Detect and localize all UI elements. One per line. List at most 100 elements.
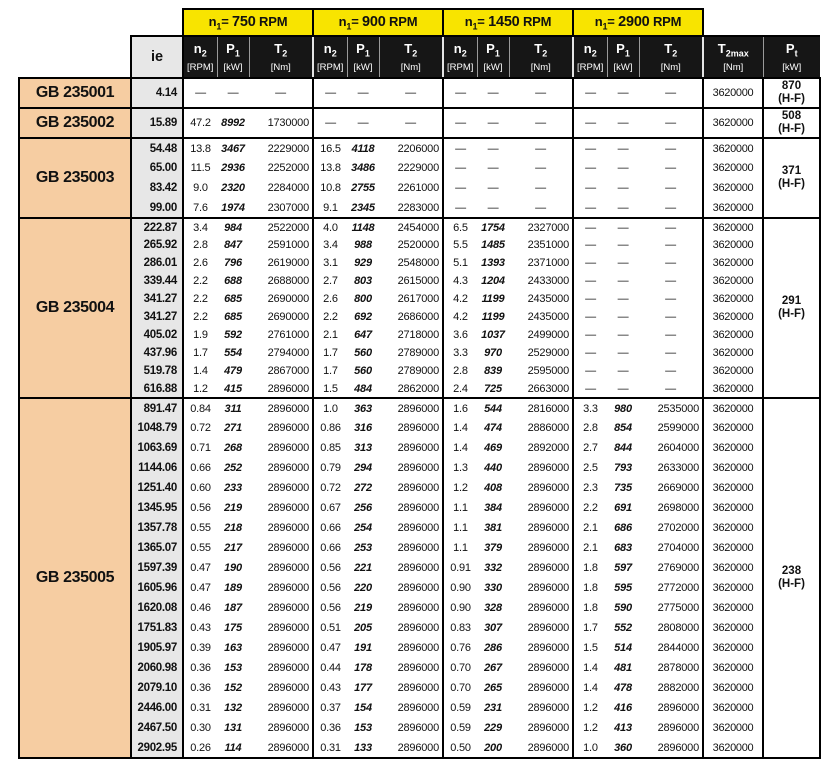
cell-t2: 2591000	[267, 239, 310, 251]
col-header-t2: T2 [Nm]	[248, 35, 313, 79]
cell-t2: 2690000	[267, 311, 310, 323]
cell-t2max: 3620000	[702, 178, 764, 198]
table-row: 405.02 1.9 592 2761000 2.1 647 2718000 3.6 1037 2…	[19, 326, 820, 344]
cell-n2: 3.4	[182, 217, 217, 236]
table-row: GB 235002 15.89 47.2 8992 1730000— — — — — — — — —36…	[18, 107, 821, 139]
cell-t2: 2761000	[267, 329, 310, 341]
cell-n2: 1.2	[572, 698, 607, 718]
cell-p1: 253	[354, 542, 372, 554]
cell-p1-empty: —	[617, 239, 629, 251]
cell-t2: 2896000	[397, 622, 440, 634]
cell-t2: 2896000	[527, 722, 570, 734]
cell-ie: 339.44	[131, 272, 184, 290]
cell-n2: 1.9	[182, 326, 217, 344]
cell-t2-empty: —	[379, 77, 443, 108]
cell-p1: 686	[614, 522, 632, 534]
cell-p1: 221	[354, 562, 372, 574]
cell-pt: 371 (H-F)	[763, 137, 821, 219]
table-row: 1345.95 0.56 219 2896000 0.67 256 2896000 1.1 38…	[19, 498, 820, 518]
cell-n2: 1.4	[442, 418, 477, 438]
rpm-group-header: n1= 750 RPM	[182, 8, 314, 37]
cell-t2: 2896000	[379, 397, 443, 418]
cell-t2: 2844000	[657, 642, 700, 654]
cell-n2: 4.2	[442, 290, 477, 308]
cell-n2: —	[572, 178, 607, 198]
cell-p1: 231	[484, 702, 502, 714]
cell-p1: 272	[354, 482, 372, 494]
cell-n2: 0.59	[442, 698, 477, 718]
cell-p1: 552	[614, 622, 632, 634]
model-label: GB 235003	[18, 137, 132, 219]
cell-p1: 3467	[217, 137, 249, 158]
cell-n2: 1.2	[182, 380, 217, 398]
table-row: 2467.50 0.30 131 2896000 0.36 153 2896000 0.59 2…	[19, 718, 820, 738]
cell-t2: 2454000	[379, 217, 443, 236]
cell-p1: 469	[484, 442, 502, 454]
cell-t2: 2619000	[267, 257, 310, 269]
cell-p1: 692	[354, 311, 372, 323]
cell-ie: 65.00	[131, 158, 184, 178]
cell-n2: 0.72	[312, 478, 347, 498]
cell-n2: 0.60	[182, 478, 217, 498]
cell-n2: 0.72	[182, 418, 217, 438]
cell-p1: 311	[217, 397, 249, 418]
cell-n2: 0.36	[182, 658, 217, 678]
cell-ie: 1251.40	[131, 478, 184, 498]
cell-p1-empty: —	[617, 329, 629, 341]
cell-t2max: 3620000	[702, 638, 764, 658]
cell-t2: 2307000	[267, 201, 310, 214]
cell-n2: 0.55	[182, 538, 217, 558]
cell-t2: 2896000	[509, 738, 573, 759]
cell-t2: 2896000	[397, 702, 440, 714]
cell-p1: 153	[354, 722, 372, 734]
cell-p1-empty: —	[607, 77, 639, 108]
cell-p1: 970	[484, 347, 502, 359]
cell-n2: 1.0	[312, 397, 347, 418]
cell-n2: 2.7	[312, 272, 347, 290]
cell-n2: 2.1	[572, 518, 607, 538]
table-row: 1620.08 0.46 187 2896000 0.56 219 2896000 0.90 3…	[19, 598, 820, 618]
cell-t2max: 3620000	[702, 498, 764, 518]
pt-value: 870	[781, 80, 802, 92]
rpm-group-header: n1= 900 RPM	[312, 8, 444, 37]
cell-t2-empty: —	[379, 107, 443, 138]
cell-n2: 0.84	[182, 397, 217, 418]
cell-p1: 1148	[347, 217, 379, 236]
cell-n2: 1.1	[442, 518, 477, 538]
cell-n2: —	[572, 380, 607, 398]
cell-n2: —	[572, 158, 607, 178]
cell-t2max: 3620000	[702, 698, 764, 718]
cell-ie: 1365.07	[131, 538, 184, 558]
cell-n2: 1.1	[442, 498, 477, 518]
cell-p1: 233	[224, 482, 242, 494]
cell-n2: 0.31	[312, 738, 347, 759]
table-row: 1144.06 0.66 252 2896000 0.79 294 2896000 1.3 44…	[19, 458, 820, 478]
cell-p1: 381	[484, 522, 502, 534]
cell-t2: 2896000	[527, 562, 570, 574]
cell-p1: 484	[354, 382, 372, 395]
cell-ie: 2902.95	[131, 738, 184, 759]
cell-t2-empty: —	[639, 77, 703, 108]
cell-p1: 271	[224, 422, 242, 434]
cell-n2: —	[572, 137, 607, 158]
cell-n2: 2.6	[312, 290, 347, 308]
cell-t2-empty: —	[665, 201, 676, 214]
cell-n2: 1.4	[442, 438, 477, 458]
cell-t2: 2686000	[397, 311, 440, 323]
table-header: n1= 750 RPM n1= 900 RPM n1= 1450 RPM n1= 29…	[19, 8, 820, 79]
cell-t2: 2206000	[379, 137, 443, 158]
cell-n2: 0.30	[182, 718, 217, 738]
cell-n2: 1.3	[442, 458, 477, 478]
cell-t2: 2617000	[397, 293, 440, 305]
cell-t2: 2892000	[527, 442, 570, 454]
cell-t2: 2896000	[249, 738, 313, 759]
cell-ie: 54.48	[131, 137, 184, 158]
cell-ie: 1605.96	[131, 578, 184, 598]
cell-t2: 2599000	[657, 422, 700, 434]
cell-n2: 0.85	[312, 438, 347, 458]
cell-t2max: 3620000	[702, 326, 764, 344]
cell-p1-empty: —	[477, 137, 509, 158]
cell-t2: 2522000	[249, 217, 313, 236]
table-row: 286.01 2.6 796 2619000 3.1 929 2548000 5.1 1393 2…	[19, 254, 820, 272]
cell-p1: 735	[614, 482, 632, 494]
